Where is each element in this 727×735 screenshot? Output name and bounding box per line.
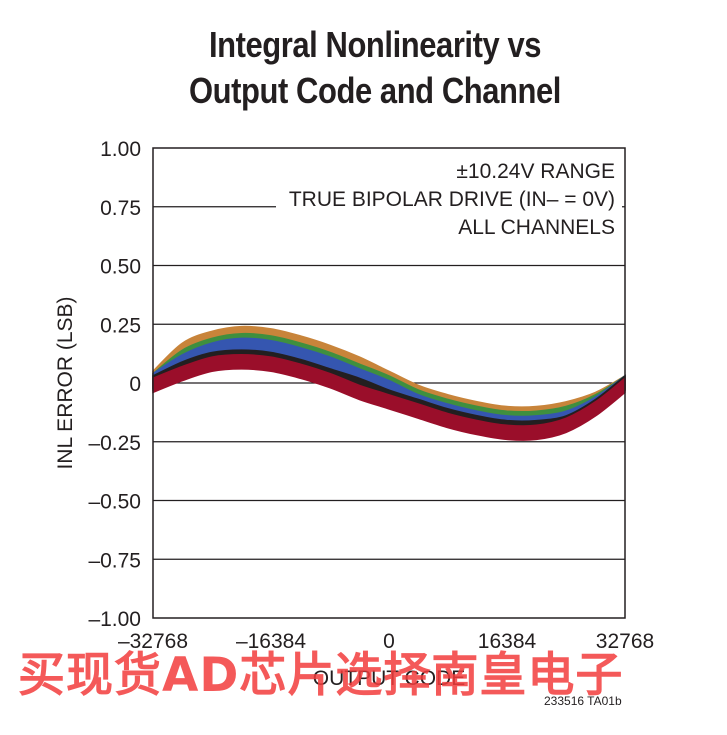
y-tick-label: –0.50 xyxy=(88,491,141,514)
x-tick-label: 0 xyxy=(383,630,395,653)
annotation-range: ±10.24V RANGE xyxy=(456,160,615,183)
x-tick-label: –32768 xyxy=(118,630,188,653)
y-tick-label: –0.75 xyxy=(88,549,141,572)
y-tick-labels: 1.00 0.75 0.50 0.25 0 –0.25 –0.50 –0.75 –1.00 xyxy=(88,138,141,631)
y-tick-label: 0.50 xyxy=(100,256,141,279)
y-tick-label: –1.00 xyxy=(88,608,141,631)
y-tick-label: –0.25 xyxy=(88,432,141,455)
chart-title-line-2: Output Code and Channel xyxy=(189,70,561,111)
annotation-background xyxy=(276,156,622,242)
y-tick-label: 0 xyxy=(129,373,141,396)
annotation-channels: ALL CHANNELS xyxy=(458,216,615,239)
series-band-4 xyxy=(152,354,626,441)
y-axis-label: INL ERROR (LSB) xyxy=(54,296,77,469)
grid-lines xyxy=(153,206,625,560)
x-tick-label: 32768 xyxy=(596,630,654,653)
annotations: ±10.24V RANGE TRUE BIPOLAR DRIVE (IN– = … xyxy=(289,160,615,239)
plot-frame xyxy=(152,147,626,619)
watermark: 买现货AD芯片选择南皇电子 xyxy=(18,648,624,703)
x-tick-label: 16384 xyxy=(478,630,537,653)
annotation-drive: TRUE BIPOLAR DRIVE (IN– = 0V) xyxy=(289,188,615,211)
y-tick-label: 0.25 xyxy=(100,314,141,337)
y-tick-label: 1.00 xyxy=(100,138,141,161)
y-tick-label: 0.75 xyxy=(100,197,141,220)
x-tick-label: –16384 xyxy=(236,630,306,653)
figure-code: 233516 TA01b xyxy=(544,694,622,708)
x-axis-label: OUTPUT CODE xyxy=(313,667,465,690)
chart-title: Integral Nonlinearity vs Output Code and… xyxy=(53,22,698,114)
chart-title-line-1: Integral Nonlinearity vs xyxy=(208,24,542,65)
x-tick-labels: –32768 –16384 0 16384 32768 xyxy=(118,630,654,653)
